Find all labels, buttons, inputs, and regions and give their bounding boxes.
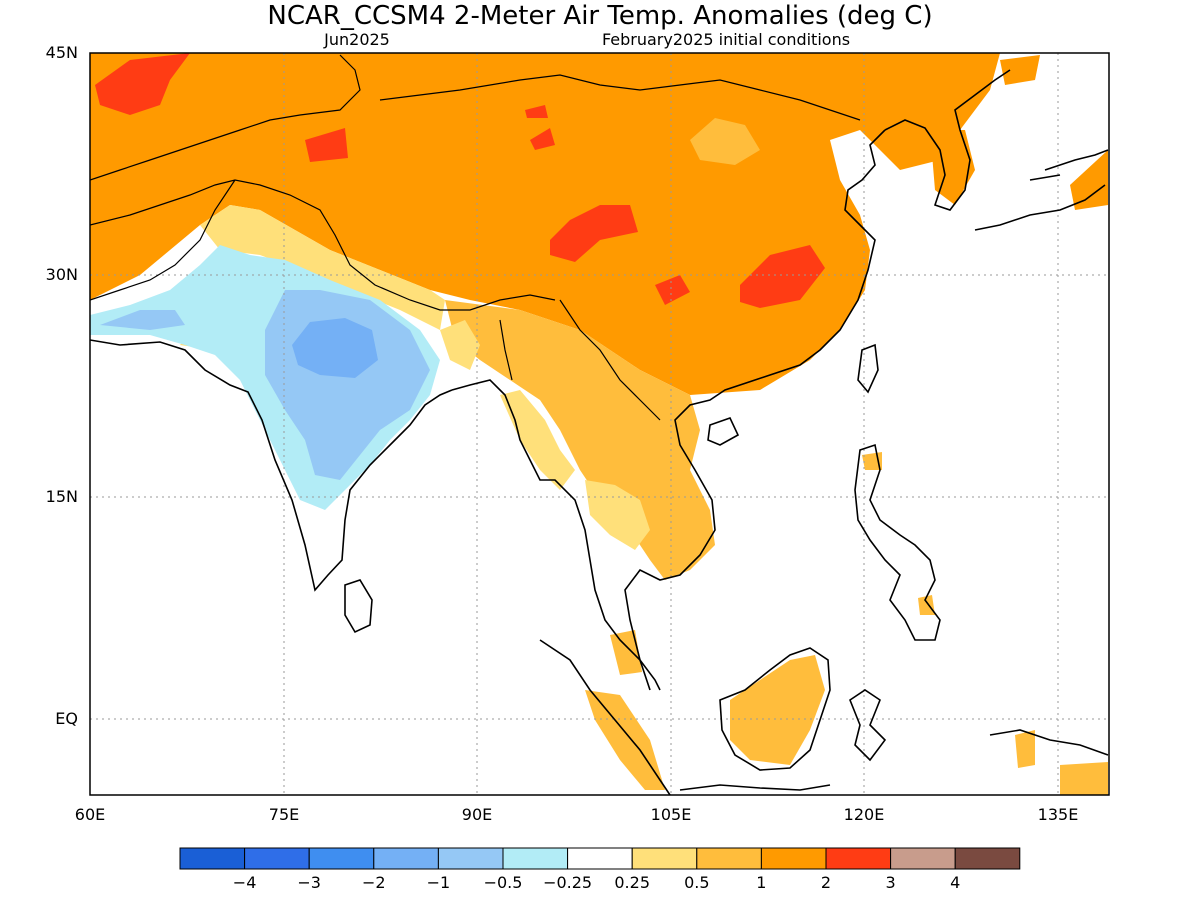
- colorbar-label: 4: [950, 873, 960, 892]
- anomaly-region-red-northwest: [95, 53, 190, 115]
- coastline-taiwan: [857, 343, 879, 394]
- longitude-label: 105E: [651, 805, 692, 824]
- colorbar-swatch: [373, 847, 439, 870]
- anomaly-region-lightorange-philippines: [918, 595, 935, 615]
- colorbar-swatch: [760, 847, 827, 870]
- longitude-label: 75E: [269, 805, 299, 824]
- coastline-borneo: [719, 647, 831, 771]
- anomaly-region-red-tarim: [305, 128, 348, 162]
- longitude-labels: 60E 75E 90E 105E 120E 135E: [75, 805, 1079, 824]
- colorbar-label: −3: [297, 873, 321, 892]
- longitude-label: 60E: [75, 805, 105, 824]
- anomaly-region-lightorange-borneo: [730, 655, 825, 765]
- map-gridlines: [90, 53, 1109, 795]
- anomaly-region-lightorange-indochina: [445, 300, 715, 580]
- colorbar-swatch: [825, 847, 892, 870]
- anomaly-region-red-mongolia-a: [525, 105, 548, 118]
- coastline-new-guinea: [989, 729, 1109, 756]
- colorbar-label: 1: [756, 873, 766, 892]
- latitude-label: 45N: [46, 43, 78, 62]
- anomaly-region-yellow-india-north: [200, 205, 445, 330]
- colorbar-swatch: [244, 847, 310, 870]
- colorbar-swatch: [954, 847, 1021, 870]
- coastline-indochina: [624, 129, 886, 691]
- latitude-label: EQ: [55, 709, 78, 728]
- colorbar-label: 2: [821, 873, 831, 892]
- anomaly-region-yellow-myanmar: [500, 390, 575, 490]
- colorbar-legend: −4 −3 −2 −1 −0.5 −0.25 0.25 0.5 1 2 3 4: [179, 847, 1021, 892]
- colorbar-label: 3: [886, 873, 896, 892]
- longitude-label: 120E: [844, 805, 885, 824]
- colorbar-label: 0.5: [684, 873, 709, 892]
- coastline-korea: [884, 69, 1011, 211]
- map-title: NCAR_CCSM4 2-Meter Air Temp. Anomalies (…: [267, 1, 932, 31]
- anomaly-region-red-tibet: [655, 275, 690, 305]
- colorbar-swatch: [567, 847, 633, 870]
- latitude-labels: 45N 30N 15N EQ: [46, 43, 78, 728]
- coastline-sulawesi: [849, 689, 887, 762]
- coastline-sumatra: [539, 639, 671, 795]
- coastline-java: [679, 784, 831, 791]
- coastlines: [90, 54, 1109, 795]
- coastline-hainan: [707, 417, 740, 446]
- anomaly-region-cool-mid-west: [100, 310, 185, 330]
- coastline-bengal-myanmar: [451, 379, 661, 691]
- anomaly-region-lightorange-sumatra: [585, 690, 665, 790]
- colorbar-label: −2: [362, 873, 386, 892]
- border-lines: [90, 54, 861, 421]
- anomaly-region-yellow-bangladesh: [440, 320, 480, 370]
- longitude-label: 135E: [1038, 805, 1079, 824]
- colorbar-label: 0.25: [614, 873, 650, 892]
- plot-frame: [89, 52, 1110, 796]
- anomaly-region-lightorange-new-guinea: [1060, 762, 1108, 795]
- latitude-label: 15N: [46, 487, 78, 506]
- anomaly-region-red-sichuan: [740, 245, 825, 308]
- colorbar-swatch: [308, 847, 375, 870]
- colorbar-label: −4: [233, 873, 257, 892]
- coastline-india: [90, 339, 453, 592]
- anomaly-region-cool-dark: [292, 318, 378, 378]
- longitude-label: 90E: [462, 805, 492, 824]
- coastline-sri-lanka: [344, 579, 373, 634]
- anomaly-region-lightorange-sulawesi: [1015, 730, 1035, 768]
- colorbar-swatch: [502, 847, 569, 870]
- colorbar-swatch: [696, 847, 762, 870]
- colorbar-label: −1: [427, 873, 451, 892]
- colorbar-swatch: [890, 847, 956, 870]
- anomaly-region-orange-hokkaido: [1000, 55, 1040, 85]
- coastline-philippines: [854, 443, 941, 641]
- initial-conditions-label: February2025 initial conditions: [602, 30, 850, 49]
- colorbar-swatch: [631, 847, 698, 870]
- colorbar-swatch: [179, 847, 246, 870]
- colorbar-label: −0.25: [543, 873, 592, 892]
- colorbar-label: −0.5: [484, 873, 523, 892]
- anomaly-region-red-mongolia-b: [530, 128, 555, 150]
- anomaly-field: [90, 53, 1108, 795]
- latitude-label: 30N: [46, 265, 78, 284]
- anomaly-region-lightorange-mongolia: [690, 118, 760, 165]
- colorbar-swatch: [437, 847, 504, 870]
- anomaly-region-red-central: [550, 205, 638, 262]
- forecast-month-label: Jun2025: [323, 30, 390, 49]
- anomaly-region-lightorange-malaya: [610, 630, 642, 675]
- anomaly-region-orange-japan: [1070, 150, 1108, 210]
- coastline-japan: [974, 149, 1109, 231]
